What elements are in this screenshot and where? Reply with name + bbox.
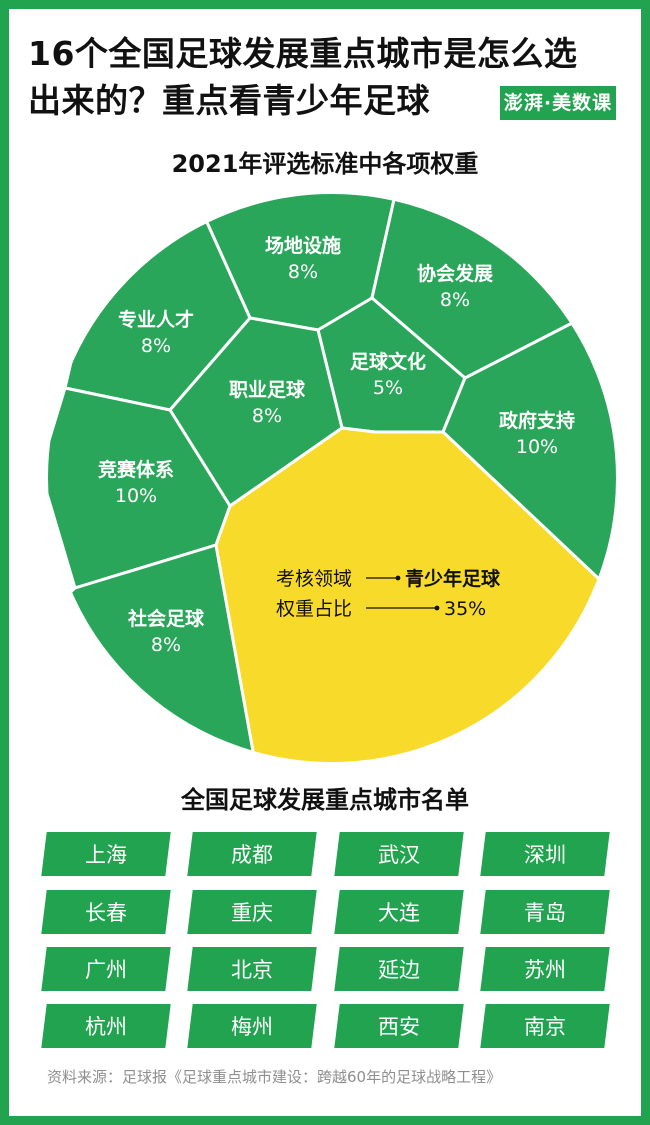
city-name: 西安 [378,1015,420,1039]
city-tag: 大连 [334,890,464,934]
city-tag: 北京 [187,947,317,991]
cell-label-culture: 足球文化 [350,350,426,373]
annotation-field-label: 考核领域 [276,568,352,590]
city-tag: 杭州 [41,1004,171,1048]
city-name: 长春 [85,901,127,925]
city-tag: 成都 [187,832,317,876]
annotation-weight-value: 35% [444,598,486,620]
cell-label-government: 政府支持 [499,409,575,432]
cell-value-venue: 8% [288,261,318,283]
city-name: 深圳 [524,843,566,867]
city-name: 上海 [85,843,127,867]
city-name: 梅州 [231,1015,273,1039]
chart-cells [47,193,617,763]
chart-labels: 场地设施 8% 协会发展 8% 专业人才 8% 足球文化 5% 职业足球 8% 政府支持 10% 竞赛体… [46,192,618,764]
city-list-title: 全国足球发展重点城市名单 [181,786,469,814]
headline-line-2: 出来的？重点看青少年足球 [28,81,430,120]
city-tag: 广州 [41,947,171,991]
city-name: 杭州 [85,1015,127,1039]
chart-title: 2021年评选标准中各项权重 [171,150,479,178]
city-tag: 重庆 [187,890,317,934]
city-tag: 梅州 [187,1004,317,1048]
cell-label-competition: 竞赛体系 [98,458,174,481]
city-name: 北京 [231,958,273,982]
city-tag: 南京 [480,1004,610,1048]
headline-line-1: 16个全国足球发展重点城市是怎么选 [28,34,578,73]
cell-value-talent: 8% [141,335,171,357]
city-name: 青岛 [524,901,566,925]
city-tag: 深圳 [480,832,610,876]
city-tag: 长春 [41,890,171,934]
cell-value-pro-football: 8% [252,405,282,427]
city-tag: 苏州 [480,947,610,991]
cell-label-pro-football: 职业足球 [229,378,306,401]
city-name: 延边 [378,958,420,982]
chart-outline [46,192,618,764]
annotation-weight-label: 权重占比 [276,598,352,620]
city-name: 苏州 [524,958,566,982]
cell-label-community: 社会足球 [127,607,205,630]
publisher-logo: 澎湃·美数课 [500,86,616,120]
city-tag: 上海 [41,832,171,876]
city-name: 广州 [85,958,127,982]
annotation-field-dot [395,575,401,581]
city-tag: 青岛 [480,890,610,934]
city-name: 武汉 [378,843,420,867]
cell-label-association: 协会发展 [417,262,493,285]
cell-value-culture: 5% [373,377,403,399]
source-note: 资料来源：足球报《足球重点城市建设：跨越60年的足球战略工程》 [47,1068,502,1086]
headline: 16个全国足球发展重点城市是怎么选 出来的？重点看青少年足球 [28,30,628,124]
cell-value-community: 8% [151,634,181,656]
city-name: 南京 [524,1015,566,1039]
annotation-field-value: 青少年足球 [405,567,501,590]
city-tag: 西安 [334,1004,464,1048]
cell-label-venue: 场地设施 [265,234,341,257]
annotation-weight-dot [434,605,440,611]
cell-value-government: 10% [516,436,558,458]
cell-label-talent: 专业人才 [118,308,194,331]
city-name: 成都 [231,843,273,867]
city-name: 重庆 [231,901,273,925]
cell-value-competition: 10% [115,485,157,507]
city-name: 大连 [378,901,420,925]
cell-value-association: 8% [440,289,470,311]
city-tag: 武汉 [334,832,464,876]
city-tag: 延边 [334,947,464,991]
